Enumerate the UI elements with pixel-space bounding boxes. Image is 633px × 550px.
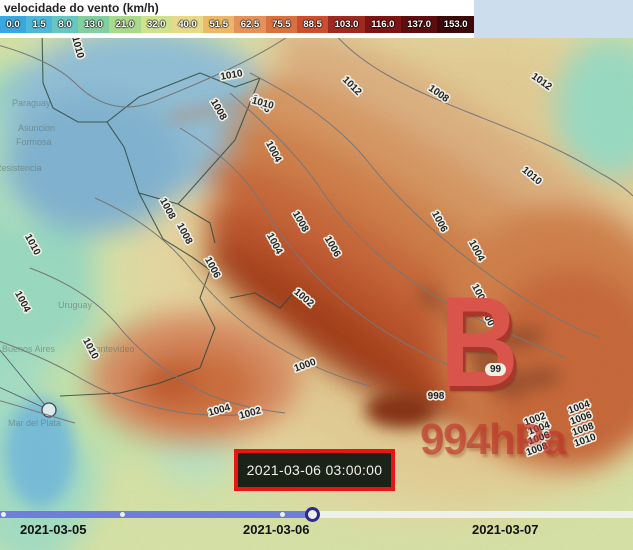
svg-text:Formosa: Formosa: [16, 137, 52, 147]
svg-text:Uruguay: Uruguay: [58, 300, 93, 310]
svg-text:Mar del Plata: Mar del Plata: [8, 418, 61, 428]
svg-text:Asuncion: Asuncion: [18, 123, 55, 133]
svg-text:Paraguay: Paraguay: [12, 98, 51, 108]
svg-text:Resistencia: Resistencia: [0, 163, 42, 173]
